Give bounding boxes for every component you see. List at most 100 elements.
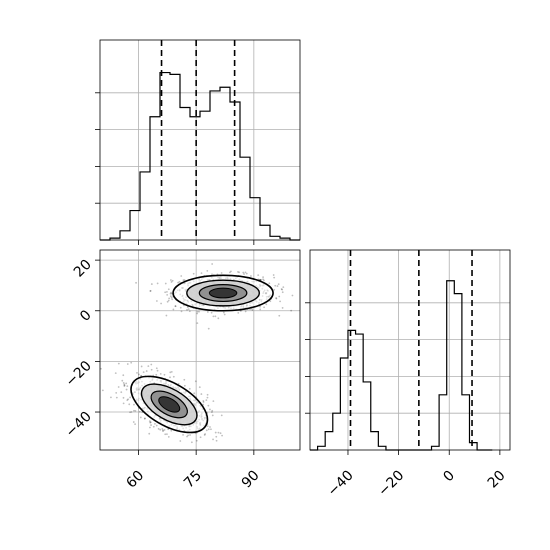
- scatter-point-c1-897: [128, 403, 131, 406]
- scatter-point-c1-230: [134, 423, 136, 426]
- scatter-point-c0-314: [278, 314, 281, 317]
- scatter-point-c1-383: [121, 379, 124, 382]
- scatter-point-c0-490: [237, 270, 239, 273]
- scatter-point-c1-125: [149, 426, 151, 429]
- scatter-point-c0-522: [207, 327, 210, 330]
- scatter-point-c1-861: [140, 365, 143, 368]
- scatter-point-c1-525: [145, 370, 148, 372]
- scatter-point-c0-218: [274, 284, 277, 287]
- scatter-point-c1-699: [133, 403, 135, 406]
- scatter-point-c1-51: [133, 409, 135, 412]
- scatter-point-c1-620: [215, 439, 218, 442]
- scatter-point-c1-859: [129, 411, 131, 414]
- scatter-point-c1-360: [155, 367, 158, 370]
- scatter-point-c0-200: [220, 272, 223, 274]
- scatter-point-c1-407: [205, 399, 208, 401]
- scatter-point-c0-767: [281, 288, 284, 291]
- scatter-point-c1-268: [157, 427, 160, 430]
- scatter-point-c0-223: [291, 294, 294, 297]
- scatter-point-c0-531: [281, 307, 284, 309]
- scatter-point-c0-367: [211, 263, 214, 265]
- scatter-point-c1-539: [207, 404, 210, 407]
- scatter-point-c0-186: [265, 303, 268, 306]
- scatter-point-c1-180: [170, 429, 173, 432]
- scatter-point-c0-838: [257, 274, 260, 277]
- scatter-point-c1-617: [188, 387, 191, 390]
- scatter-point-c1-577: [205, 429, 208, 432]
- scatter-point-c0-175: [135, 281, 137, 284]
- scatter-point-c1-518: [115, 392, 118, 394]
- scatter-point-c1-657: [212, 400, 215, 403]
- scatter-point-c1-574: [162, 429, 164, 432]
- scatter-point-c1-597: [125, 382, 128, 385]
- scatter-point-c1-433: [183, 378, 186, 381]
- marginal-histogram-y: −40 −20 0 20: [305, 249, 511, 500]
- scatter-point-c0-415: [211, 273, 213, 276]
- scatter-point-c1-322: [210, 428, 212, 431]
- scatter-point-c1-97: [167, 428, 170, 431]
- scatter-point-c0-796: [277, 283, 280, 286]
- scatter-point-c0-444: [165, 314, 168, 317]
- right-xtick-label-3: 20: [485, 468, 509, 492]
- top-hist-step-line: [100, 71, 300, 241]
- scatter-point-c1-725: [207, 428, 210, 431]
- scatter-point-c1-204: [169, 376, 171, 379]
- scatter-point-c0-106: [174, 305, 177, 308]
- scatter-point-c0-829: [210, 311, 213, 314]
- scatter-point-c1-373: [122, 381, 125, 384]
- scatter-point-c1-738: [193, 392, 196, 395]
- scatter-point-c0-418: [155, 300, 158, 302]
- scatter-point-c0-518: [223, 313, 226, 316]
- scatter-point-c0-5: [170, 296, 173, 299]
- scatter-point-c1-519: [117, 362, 120, 365]
- scatter-point-c1-177: [100, 367, 102, 370]
- scatter-point-c1-263: [217, 431, 220, 434]
- scatter-point-c1-283: [199, 436, 202, 439]
- scatter-point-c0-565: [280, 288, 283, 290]
- scatter-point-c1-449: [209, 426, 211, 428]
- scatter-point-c0-72: [206, 269, 209, 272]
- scatter-point-c1-139: [125, 388, 128, 391]
- scatter-point-c0-443: [166, 300, 169, 303]
- scatter-point-c1-284: [127, 398, 130, 401]
- scatter-point-c0-261: [244, 271, 247, 274]
- scatter-point-c1-200: [143, 417, 146, 420]
- scatter-point-c1-302: [189, 434, 191, 436]
- right-frame: [309, 249, 511, 451]
- scatter-point-c0-262: [196, 322, 199, 324]
- scatter-point-c0-289: [198, 310, 200, 313]
- scatter-point-c0-414: [259, 305, 261, 308]
- scatter-point-c0-221: [263, 306, 266, 309]
- scatter-point-c1-456: [126, 385, 129, 388]
- scatter-point-c1-102: [148, 432, 151, 435]
- scatter-point-c1-593: [209, 408, 211, 411]
- scatter-point-c0-283: [222, 311, 225, 314]
- scatter-point-c1-580: [190, 441, 193, 444]
- scatter-point-c1-773: [183, 384, 186, 387]
- scatter-point-c0-708: [160, 302, 162, 305]
- joint-xtick-label-1: 75: [181, 468, 205, 492]
- scatter-point-c0-263: [183, 279, 186, 281]
- scatter-point-c0-451: [282, 286, 285, 289]
- scatter-point-c1-78: [220, 414, 223, 417]
- scatter-point-c1-856: [164, 433, 167, 436]
- scatter-point-c0-219: [171, 298, 174, 301]
- joint-ytick-label-2: −20: [63, 358, 95, 390]
- scatter-point-c1-381: [206, 393, 209, 396]
- scatter-point-c1-815: [182, 433, 184, 436]
- contour-cluster-0-level-3: [208, 287, 238, 299]
- scatter-point-c0-189: [196, 312, 199, 315]
- scatter-point-c0-465: [150, 283, 153, 285]
- joint-ytick-label-1: 0: [77, 307, 95, 325]
- right-xtick-label-0: −40: [325, 468, 357, 500]
- scatter-point-c1-248: [123, 384, 126, 387]
- scatter-point-c0-720: [186, 308, 188, 311]
- scatter-point-c0-571: [272, 274, 275, 276]
- scatter-point-c0-869: [166, 290, 168, 293]
- scatter-point-c1-788: [150, 424, 152, 426]
- right-xtick-label-2: 0: [440, 468, 458, 486]
- scatter-point-c1-327: [159, 428, 162, 431]
- scatter-point-c0-759: [273, 288, 276, 291]
- scatter-point-c1-70: [203, 434, 206, 436]
- scatter-point-c0-497: [180, 310, 183, 313]
